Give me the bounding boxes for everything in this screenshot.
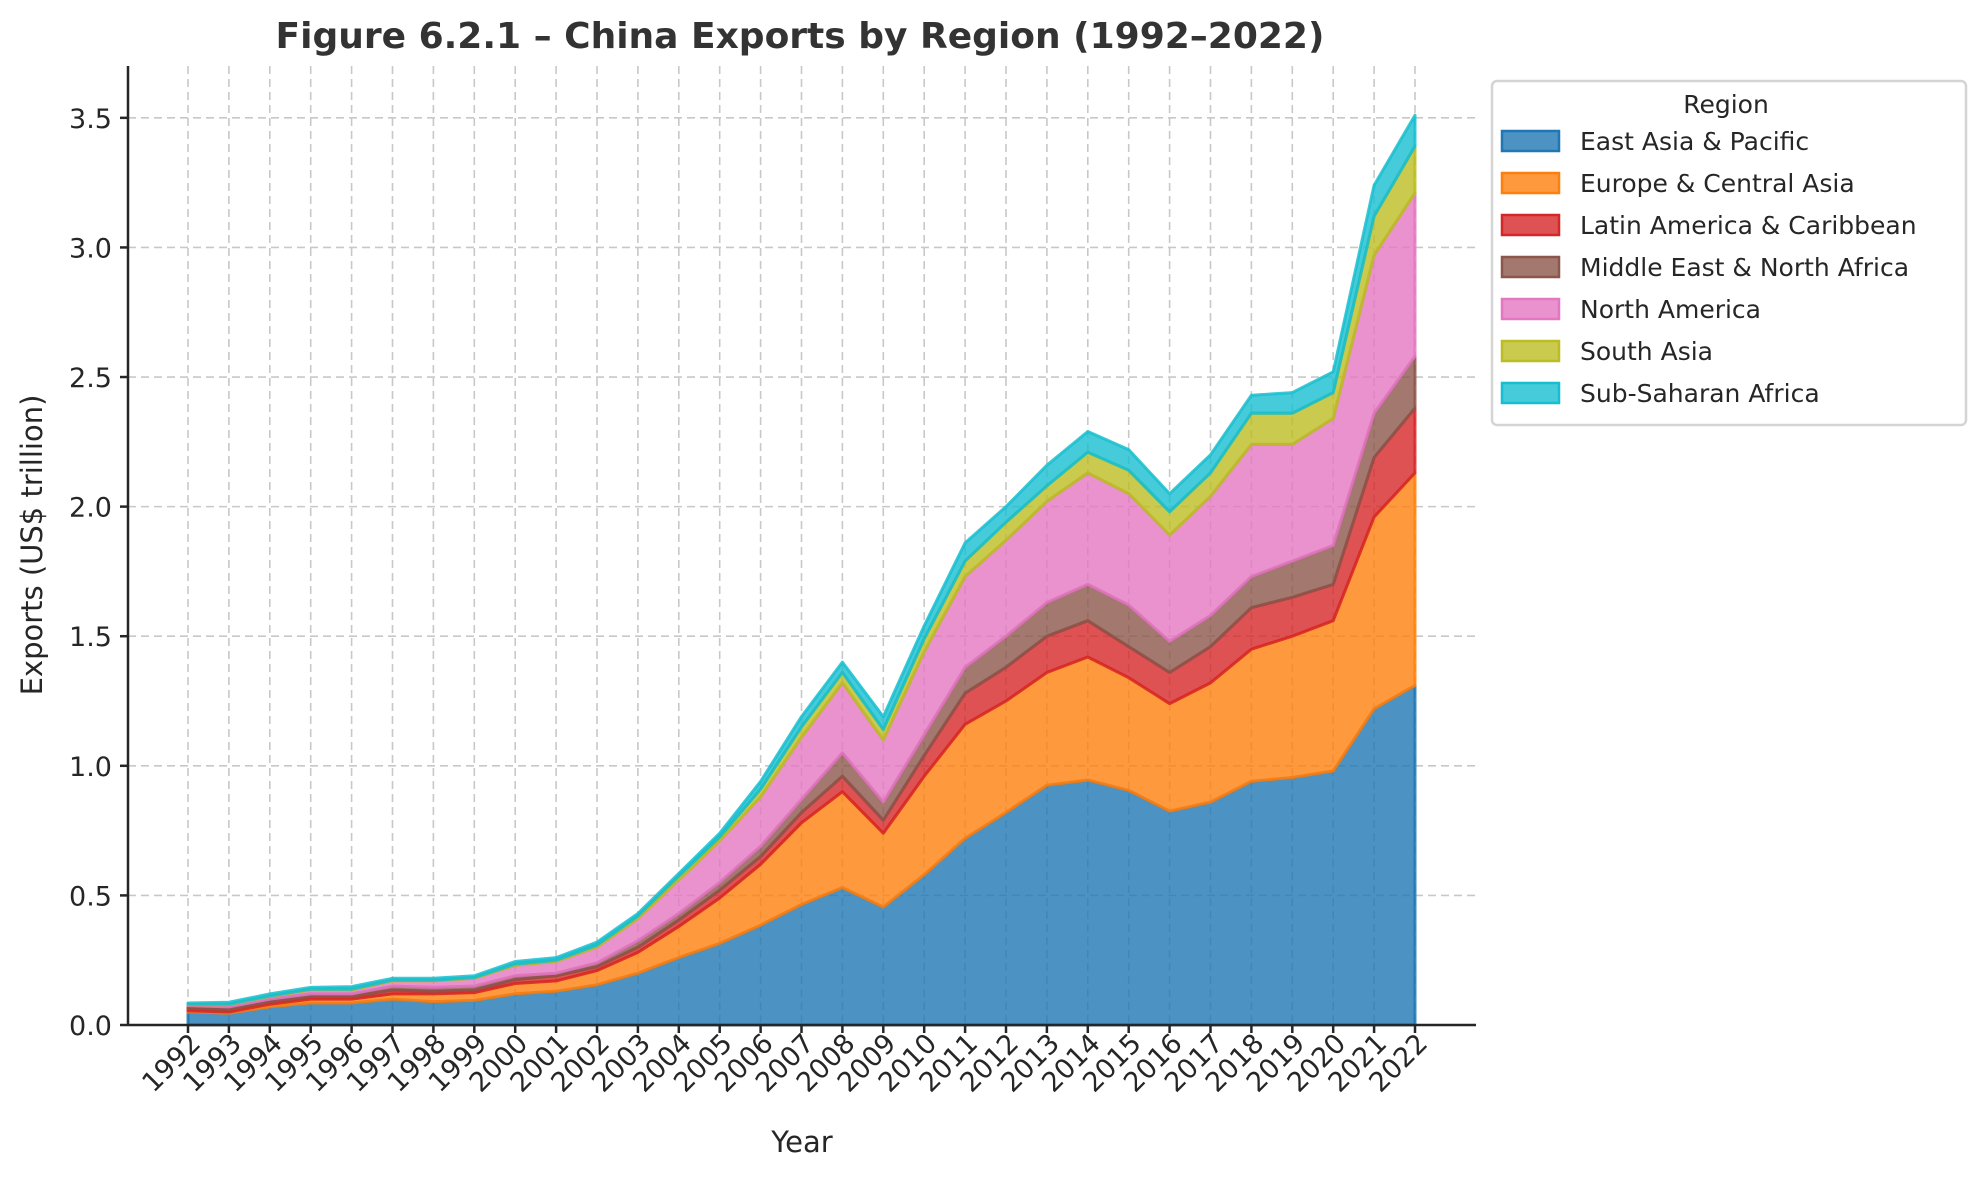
y-tick-label: 0.5: [69, 881, 112, 912]
legend-frame: [1490, 79, 1968, 427]
legend-item-sub-saharan-africa: Sub-Saharan Africa: [1500, 379, 1820, 408]
y-tick-label: 1.5: [69, 622, 112, 653]
legend-item-north-america: North America: [1500, 295, 1761, 324]
legend-swatch: [1500, 171, 1561, 195]
legend-item-latin-america-caribbean: Latin America & Caribbean: [1500, 211, 1917, 240]
y-ticks: 0.0 0.5 1.0 1.5 2.0 2.5 3.0 3.5: [69, 104, 128, 1042]
legend-swatch: [1500, 129, 1561, 153]
legend-item-europe-central-asia: Europe & Central Asia: [1500, 169, 1855, 198]
y-tick-label: 1.0: [69, 752, 112, 783]
legend-swatch: [1500, 213, 1561, 237]
legend-swatch: [1500, 255, 1561, 279]
legend-label: Europe & Central Asia: [1580, 169, 1855, 198]
legend-swatch: [1500, 381, 1561, 405]
legend-item-east-asia-pacific: East Asia & Pacific: [1500, 127, 1809, 156]
legend-item-south-asia: South Asia: [1500, 337, 1713, 366]
legend-swatch: [1500, 339, 1561, 363]
legend-item-middle-east-north-africa: Middle East & North Africa: [1500, 253, 1909, 282]
chart-title: Figure 6.2.1 – China Exports by Region (…: [276, 16, 1325, 57]
y-tick-label: 2.5: [69, 363, 112, 394]
x-axis-label: Year: [770, 1125, 832, 1159]
legend-label: Middle East & North Africa: [1580, 253, 1909, 282]
legend-title: Region: [1683, 90, 1769, 119]
y-tick-label: 3.5: [69, 104, 112, 135]
legend-label: Latin America & Caribbean: [1580, 211, 1917, 240]
legend-label: North America: [1580, 295, 1761, 324]
y-tick-label: 2.0: [69, 493, 112, 524]
legend-label: Sub-Saharan Africa: [1580, 379, 1820, 408]
legend-items: East Asia & Pacific Europe & Central Asia…: [1500, 127, 1917, 408]
legend-label: East Asia & Pacific: [1580, 127, 1809, 156]
legend-swatch: [1500, 297, 1561, 321]
x-ticks: 1992199319941995199619971998199920002001…: [136, 1025, 1434, 1099]
y-tick-label: 3.0: [69, 233, 112, 264]
legend-label: South Asia: [1580, 337, 1713, 366]
legend: Region East Asia & Pacific Europe & Centr…: [1490, 79, 1968, 427]
area-sub-saharan-africa: [186, 113, 1417, 1006]
stacked-areas: [186, 113, 1417, 1027]
y-axis-label: Exports (US$ trillion): [15, 395, 49, 696]
y-tick-label: 0.0: [69, 1011, 112, 1042]
